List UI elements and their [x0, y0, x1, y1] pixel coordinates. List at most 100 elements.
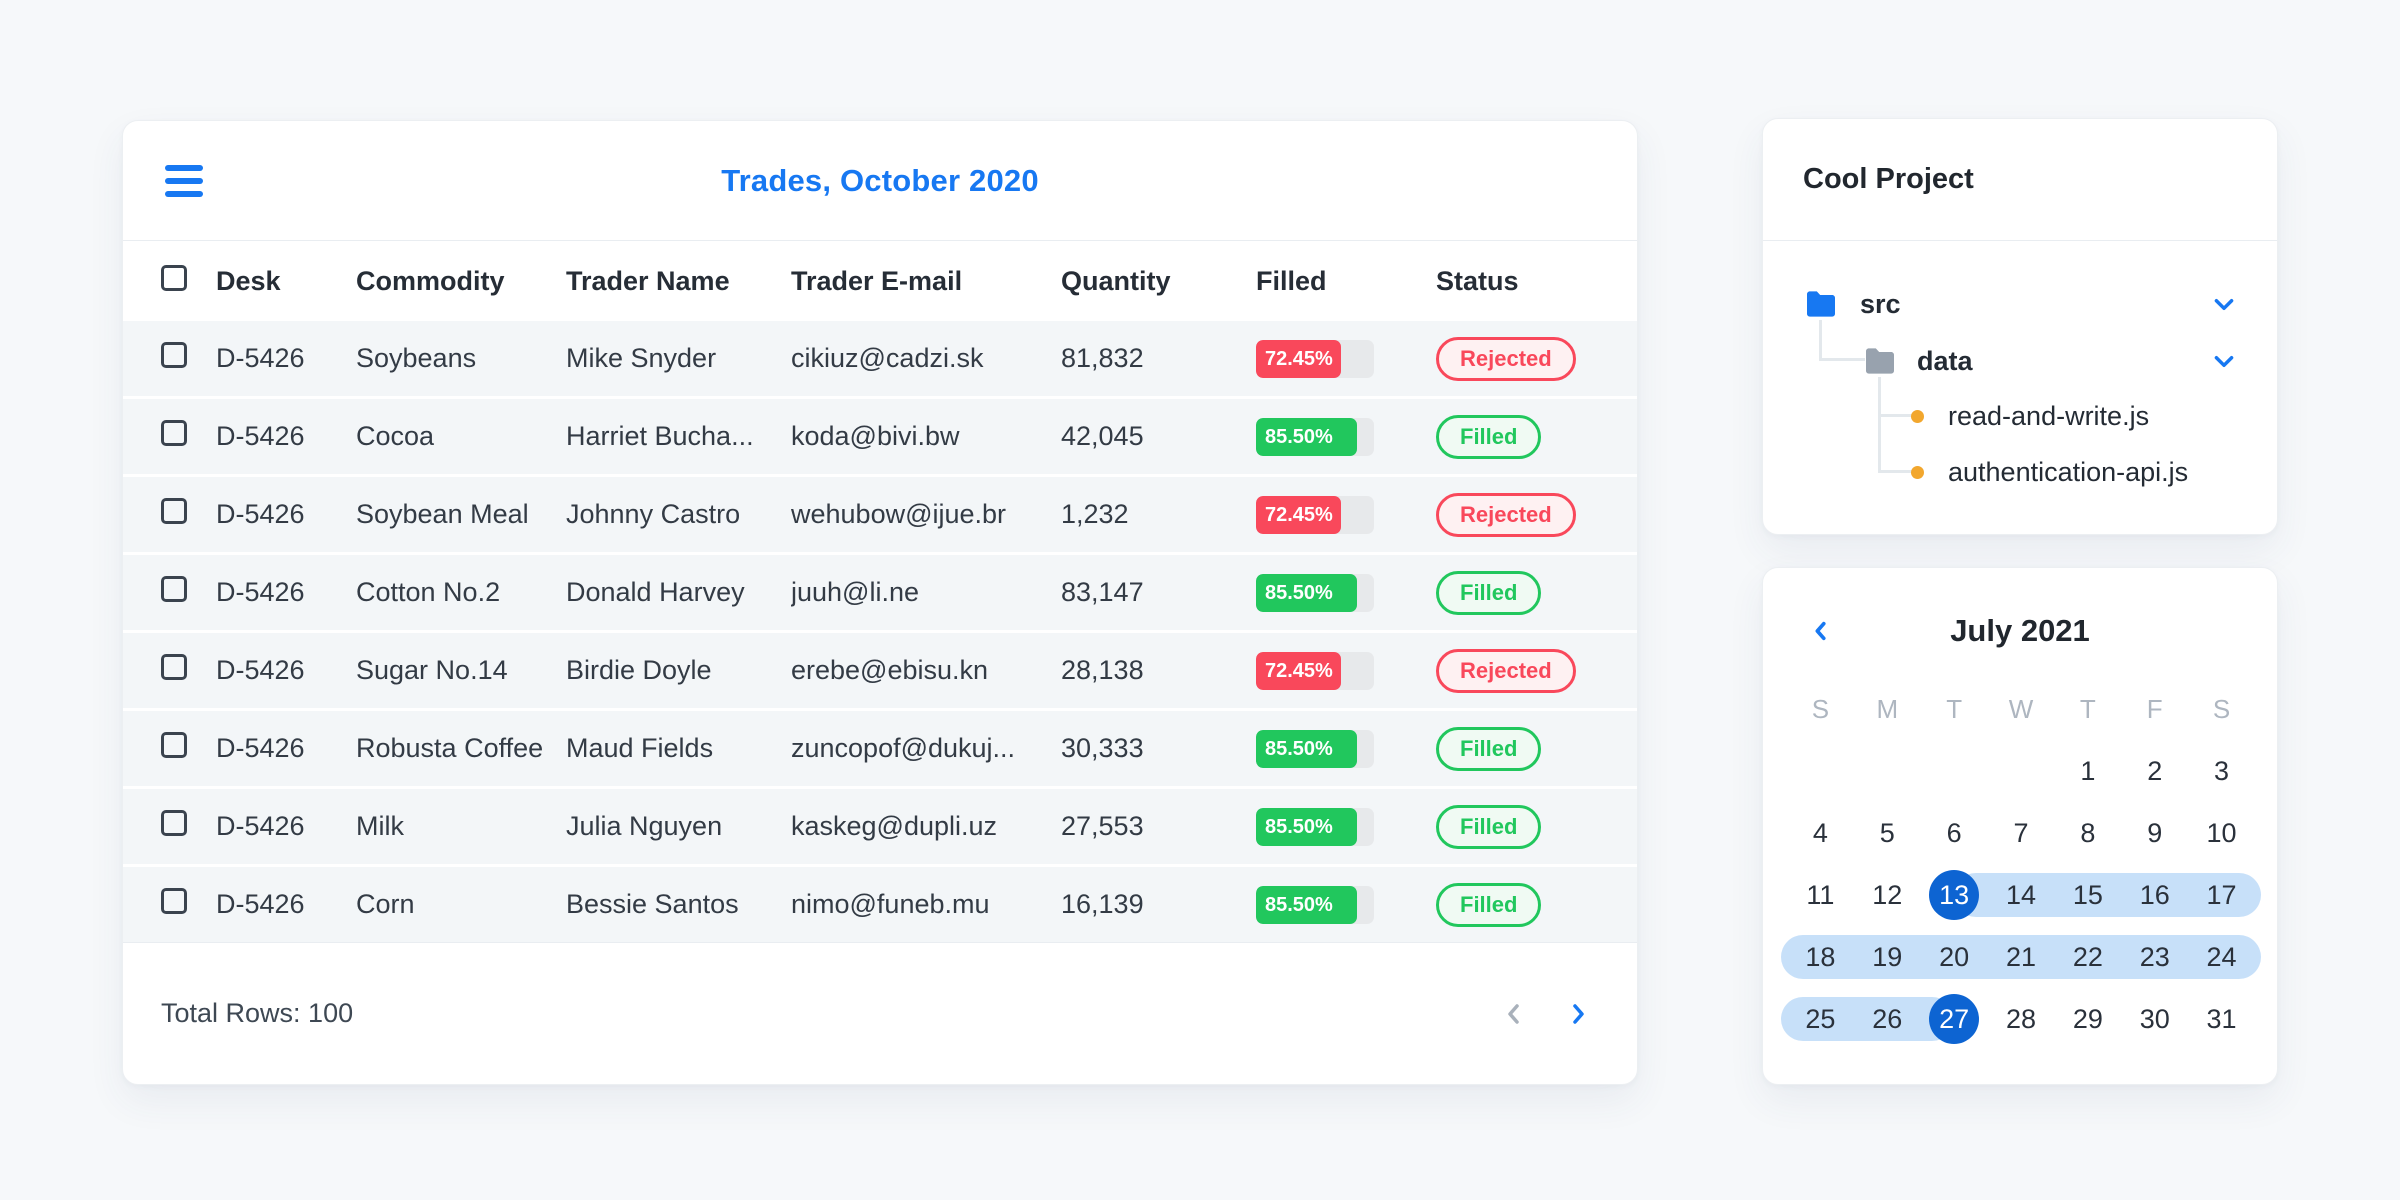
- select-all-checkbox[interactable]: [161, 264, 187, 291]
- day-empty: [1921, 746, 1988, 796]
- day-16[interactable]: 16: [2121, 870, 2188, 920]
- cell-desk: D-5426: [216, 733, 305, 763]
- day-26[interactable]: 26: [1854, 994, 1921, 1044]
- day-2[interactable]: 2: [2121, 746, 2188, 796]
- cell-trader-email: cikiuz@cadzi.sk: [791, 343, 984, 373]
- status-badge: Rejected: [1436, 648, 1576, 693]
- row-checkbox-cell: [161, 420, 216, 453]
- day-25[interactable]: 25: [1787, 994, 1854, 1044]
- cell-filled: 85.50%: [1256, 573, 1436, 612]
- next-page-button[interactable]: [1563, 999, 1593, 1029]
- day-11[interactable]: 11: [1787, 870, 1854, 920]
- day-number: 17: [2206, 879, 2237, 910]
- day-number: 29: [2072, 1003, 2103, 1034]
- day-20[interactable]: 20: [1921, 932, 1988, 982]
- day-28[interactable]: 28: [1988, 994, 2055, 1044]
- row-checkbox[interactable]: [161, 420, 187, 446]
- day-8[interactable]: 8: [2054, 808, 2121, 858]
- previous-page-button[interactable]: [1499, 999, 1529, 1029]
- day-4[interactable]: 4: [1787, 808, 1854, 858]
- day-5[interactable]: 5: [1854, 808, 1921, 858]
- day-number: 2: [2147, 755, 2163, 786]
- day-9[interactable]: 9: [2121, 808, 2188, 858]
- cell-filled: 72.45%: [1256, 651, 1436, 690]
- cell-quantity: 16,139: [1061, 889, 1144, 919]
- filled-progress-fill: 85.50%: [1256, 417, 1357, 456]
- cell-quantity: 28,138: [1061, 655, 1144, 685]
- folder-icon: [1804, 290, 1838, 318]
- row-checkbox[interactable]: [161, 498, 187, 524]
- calendar-week-row: 18 19 20 21 22 23 24: [1781, 932, 2261, 982]
- day-header-letter: T: [1946, 693, 1963, 724]
- tree-folder-label: data: [1917, 345, 1973, 376]
- tree-folder-src[interactable]: src: [1763, 275, 2277, 333]
- tree-file-read-and-write[interactable]: read-and-write.js: [1763, 387, 2277, 445]
- status-badge: Rejected: [1436, 492, 1576, 537]
- selected-range-band: [1954, 873, 2261, 917]
- menu-icon[interactable]: [165, 159, 209, 203]
- day-22[interactable]: 22: [2054, 932, 2121, 982]
- day-29[interactable]: 29: [2054, 994, 2121, 1044]
- day-number: 27: [1939, 1003, 1970, 1034]
- cell-status: Filled: [1436, 882, 1637, 927]
- day-19[interactable]: 19: [1854, 932, 1921, 982]
- day-13[interactable]: 13: [1921, 870, 1988, 920]
- column-header-quantity: Quantity: [1061, 265, 1171, 296]
- row-checkbox[interactable]: [161, 810, 187, 836]
- row-checkbox-cell: [161, 888, 216, 921]
- day-12[interactable]: 12: [1854, 870, 1921, 920]
- day-21[interactable]: 21: [1988, 932, 2055, 982]
- row-checkbox[interactable]: [161, 654, 187, 680]
- day-10[interactable]: 10: [2188, 808, 2255, 858]
- previous-month-button[interactable]: [1807, 618, 1835, 646]
- filled-progress-bar: 85.50%: [1256, 807, 1374, 846]
- row-checkbox[interactable]: [161, 576, 187, 602]
- day-number: 8: [2080, 817, 2096, 848]
- row-checkbox[interactable]: [161, 888, 187, 914]
- day-number: 31: [2206, 1003, 2237, 1034]
- status-badge: Filled: [1436, 882, 1542, 927]
- tree-connector: [1878, 377, 1881, 472]
- chevron-down-icon[interactable]: [2211, 291, 2237, 317]
- day-14[interactable]: 14: [1988, 870, 2055, 920]
- chevron-down-icon[interactable]: [2211, 348, 2237, 374]
- day-17[interactable]: 17: [2188, 870, 2255, 920]
- tree-file-label: read-and-write.js: [1948, 400, 2150, 431]
- day-7[interactable]: 7: [1988, 808, 2055, 858]
- cell-quantity: 30,333: [1061, 733, 1144, 763]
- filled-progress-bar: 85.50%: [1256, 573, 1374, 612]
- column-header-trader-name: Trader Name: [566, 265, 730, 296]
- day-3[interactable]: 3: [2188, 746, 2255, 796]
- cell-desk: D-5426: [216, 421, 305, 451]
- cell-trader-email: erebe@ebisu.kn: [791, 655, 989, 685]
- day-31[interactable]: 31: [2188, 994, 2255, 1044]
- day-18[interactable]: 18: [1787, 932, 1854, 982]
- column-header-filled: Filled: [1256, 265, 1327, 296]
- day-number: 11: [1806, 879, 1835, 910]
- day-27[interactable]: 27: [1921, 994, 1988, 1044]
- cell-filled: 85.50%: [1256, 729, 1436, 768]
- status-badge: Filled: [1436, 570, 1542, 615]
- row-checkbox[interactable]: [161, 732, 187, 758]
- day-30[interactable]: 30: [2121, 994, 2188, 1044]
- tree-folder-data[interactable]: data: [1763, 332, 2277, 390]
- table-body: D-5426 Soybeans Mike Snyder cikiuz@cadzi.sk…: [123, 321, 1637, 942]
- cell-desk: D-5426: [216, 577, 305, 607]
- day-number: 20: [1939, 941, 1970, 972]
- row-checkbox-cell: [161, 342, 216, 375]
- day-1[interactable]: 1: [2054, 746, 2121, 796]
- cell-filled: 72.45%: [1256, 339, 1436, 378]
- filled-progress-fill: 85.50%: [1256, 885, 1357, 924]
- calendar-week-row: 11 12 13 14 15 16 17: [1787, 870, 2261, 920]
- cell-trader-email: koda@bivi.bw: [791, 421, 960, 451]
- tree-file-authentication-api[interactable]: authentication-api.js: [1763, 443, 2277, 501]
- file-tree: src data read-and-write.js: [1763, 241, 2277, 531]
- day-15[interactable]: 15: [2054, 870, 2121, 920]
- day-6[interactable]: 6: [1921, 808, 1988, 858]
- day-24[interactable]: 24: [2188, 932, 2255, 982]
- row-checkbox[interactable]: [161, 342, 187, 368]
- day-23[interactable]: 23: [2121, 932, 2188, 982]
- cell-trader-email: kaskeg@dupli.uz: [791, 811, 998, 841]
- table-footer: Total Rows: 100: [123, 942, 1637, 1084]
